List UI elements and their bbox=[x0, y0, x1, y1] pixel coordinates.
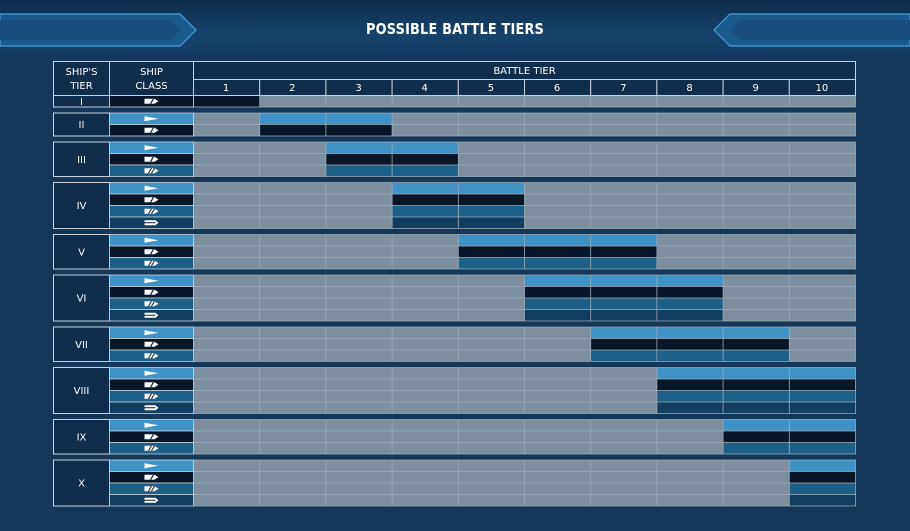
battle-tier-label-6: 6 bbox=[554, 83, 560, 94]
cruiser-class-icon bbox=[144, 474, 159, 481]
ship-tier-label-VI: VI bbox=[77, 294, 87, 305]
battleship-class-icon bbox=[144, 352, 159, 359]
ship-tier-cell-VII bbox=[53, 326, 110, 362]
bar-tier-VIII-destroyer bbox=[656, 367, 856, 379]
destroyer-class-icon bbox=[144, 237, 159, 243]
bar-tier-VI-destroyer bbox=[524, 275, 724, 287]
cruiser-class-icon bbox=[144, 98, 159, 105]
cruiser-class-icon bbox=[144, 341, 159, 348]
battleship-class-icon bbox=[144, 300, 159, 307]
battle-tier-label-7: 7 bbox=[620, 83, 626, 94]
bar-tier-X-carrier bbox=[789, 494, 856, 506]
cruiser-class-icon bbox=[144, 381, 159, 388]
ships-tier-header-line-1: SHIP'S bbox=[66, 67, 98, 78]
battle-tier-label-9: 9 bbox=[753, 83, 759, 94]
destroyer-class-icon bbox=[144, 330, 159, 336]
aircraft-carrier-class-icon bbox=[144, 497, 159, 503]
aircraft-carrier-class-icon bbox=[144, 312, 159, 318]
page-title: POSSIBLE BATTLE TIERS bbox=[365, 20, 545, 38]
destroyer-class-icon bbox=[144, 463, 159, 469]
ship-class-header-line-2: CLASS bbox=[135, 81, 167, 92]
ship-tier-label-VIII: VIII bbox=[74, 386, 90, 397]
destroyer-class-icon bbox=[144, 116, 159, 122]
battle-tier-label-5: 5 bbox=[488, 83, 494, 94]
ship-tier-label-V: V bbox=[78, 247, 85, 258]
bar-tier-VII-battleship bbox=[590, 350, 790, 362]
cruiser-class-icon bbox=[144, 196, 159, 203]
ship-class-header bbox=[109, 61, 194, 96]
bar-tier-VII-cruiser bbox=[590, 338, 790, 350]
bar-tier-V-battleship bbox=[458, 257, 657, 269]
destroyer-class-icon bbox=[144, 370, 159, 376]
bar-tier-VIII-carrier bbox=[656, 402, 856, 414]
battle-tier-label-4: 4 bbox=[422, 83, 428, 94]
ship-tier-cell-X bbox=[53, 459, 110, 507]
bar-tier-X-cruiser bbox=[789, 471, 856, 483]
ships-tier-header-line-2: TIER bbox=[69, 81, 92, 92]
ship-tier-label-II: II bbox=[79, 120, 85, 131]
bar-tier-V-destroyer bbox=[458, 234, 657, 246]
battleship-class-icon bbox=[144, 445, 159, 452]
ship-tier-cell-IX bbox=[53, 419, 110, 455]
destroyer-class-icon bbox=[144, 185, 159, 191]
ship-tier-cell-IV bbox=[53, 182, 110, 229]
cruiser-class-icon bbox=[144, 156, 159, 163]
bar-tier-VI-carrier bbox=[524, 309, 724, 321]
bar-tier-V-cruiser bbox=[458, 246, 657, 258]
aircraft-carrier-class-icon bbox=[144, 220, 159, 226]
bar-tier-X-destroyer bbox=[789, 460, 856, 472]
ship-tier-cell-III bbox=[53, 141, 110, 177]
ship-tier-label-X: X bbox=[78, 479, 85, 490]
bar-tier-VIII-cruiser bbox=[656, 379, 856, 391]
battleship-class-icon bbox=[144, 393, 159, 400]
ship-tier-label-III: III bbox=[77, 155, 86, 166]
battleship-class-icon bbox=[144, 485, 159, 492]
battle-tier-label-3: 3 bbox=[355, 83, 361, 94]
battle-tier-label-8: 8 bbox=[686, 83, 692, 94]
battle-tier-label-1: 1 bbox=[223, 83, 229, 94]
ship-tier-cell-VIII bbox=[53, 367, 110, 414]
destroyer-class-icon bbox=[144, 278, 159, 284]
ship-tier-label-IX: IX bbox=[77, 432, 87, 443]
aircraft-carrier-class-icon bbox=[144, 405, 159, 411]
left-arrow-decoration-icon bbox=[0, 13, 198, 47]
bar-tier-I-cruiser bbox=[193, 95, 260, 107]
battle-tier-col-10 bbox=[788, 79, 856, 96]
cruiser-class-icon bbox=[144, 433, 159, 440]
battleship-class-icon bbox=[144, 208, 159, 215]
right-arrow-decoration-icon bbox=[712, 13, 910, 47]
destroyer-class-icon bbox=[144, 422, 159, 428]
battleship-class-icon bbox=[144, 167, 159, 174]
header-bar: POSSIBLE BATTLE TIERS bbox=[0, 0, 910, 58]
battle-tier-header-label: BATTLE TIER bbox=[493, 66, 555, 77]
bar-tier-X-battleship bbox=[789, 483, 856, 495]
ship-tier-label-IV: IV bbox=[77, 201, 87, 212]
ship-class-header-line-1: SHIP bbox=[140, 67, 163, 78]
ship-tier-label-I: I bbox=[80, 97, 83, 108]
battle-tier-table: I II III IV V VI VII VIII IX X SHIP'S TIER SHIP C… bbox=[53, 61, 856, 521]
cruiser-class-icon bbox=[144, 289, 159, 296]
battle-tier-label-2: 2 bbox=[289, 83, 295, 94]
bar-tier-VI-battleship bbox=[524, 298, 724, 310]
ships-tier-header bbox=[53, 61, 110, 96]
bar-tier-VI-cruiser bbox=[524, 286, 724, 298]
battleship-class-icon bbox=[144, 260, 159, 267]
cruiser-class-icon bbox=[144, 127, 159, 134]
battle-tier-label-10: 10 bbox=[816, 83, 829, 94]
cruiser-class-icon bbox=[144, 248, 159, 255]
ship-tier-cell-VI bbox=[53, 274, 110, 322]
bar-tier-VII-destroyer bbox=[590, 327, 790, 339]
ship-tier-label-VII: VII bbox=[75, 340, 88, 351]
bar-tier-VIII-battleship bbox=[656, 390, 856, 402]
destroyer-class-icon bbox=[144, 145, 159, 151]
